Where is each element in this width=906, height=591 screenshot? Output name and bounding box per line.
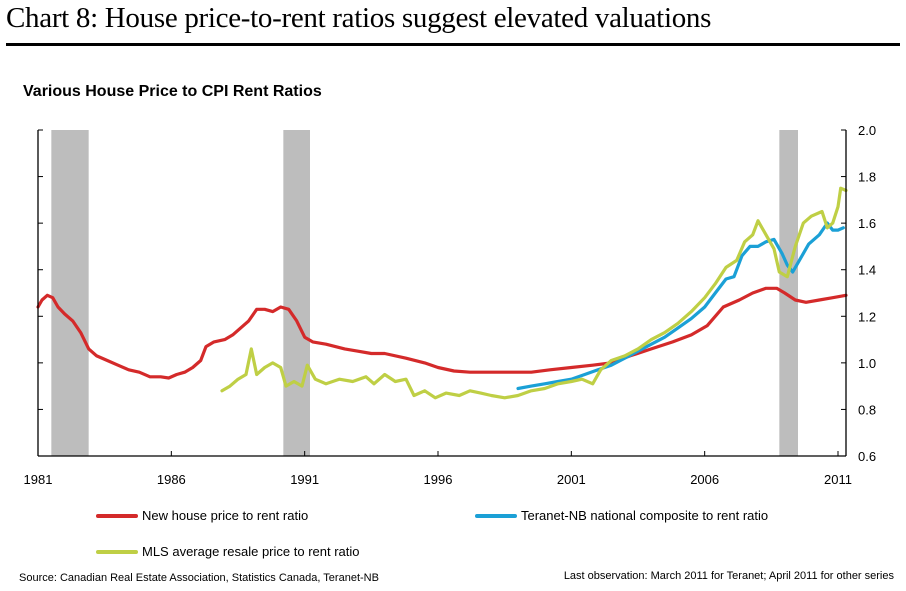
x-tick-label: 1986 xyxy=(157,472,186,487)
series-line-1 xyxy=(516,221,845,391)
series-line-0 xyxy=(36,286,848,380)
series-line-2 xyxy=(220,186,848,400)
y-tick-label: 1.4 xyxy=(858,263,876,278)
x-tick-label: 2011 xyxy=(824,472,852,487)
y-tick-label: 0.8 xyxy=(858,402,876,417)
y-tick-label: 1.8 xyxy=(858,170,876,185)
x-tick-label: 2001 xyxy=(557,472,586,487)
y-tick-label: 1.2 xyxy=(858,309,876,324)
source-note: Source: Canadian Real Estate Association… xyxy=(19,572,379,584)
legend-item-new-house: New house price to rent ratio xyxy=(96,508,308,523)
legend-swatch-red xyxy=(96,513,138,518)
page-title: Chart 8: House price-to-rent ratios sugg… xyxy=(6,2,712,34)
last-observation-note: Last observation: March 2011 for Teranet… xyxy=(563,570,894,582)
legend-swatch-blue xyxy=(475,513,517,518)
legend-label: MLS average resale price to rent ratio xyxy=(142,544,360,559)
legend-item-mls: MLS average resale price to rent ratio xyxy=(96,544,360,559)
legend-label: Teranet-NB national composite to rent ra… xyxy=(521,508,769,523)
y-tick-label: 0.6 xyxy=(858,449,876,464)
recession-bar xyxy=(779,130,798,456)
axes: 0.6 0.8 1.0 1.2 1.4 1.6 1.8 2.0 1981 1986 1991 1996… xyxy=(24,123,877,487)
legend-swatch-green xyxy=(96,549,138,554)
title-rule xyxy=(6,43,900,46)
chart-title: Various House Price to CPI Rent Ratios xyxy=(23,83,322,100)
x-tick-label: 2006 xyxy=(690,472,719,487)
y-tick-label: 2.0 xyxy=(858,123,876,138)
x-tick-label: 1996 xyxy=(424,472,453,487)
y-tick-label: 1.0 xyxy=(858,356,876,371)
recession-bar xyxy=(51,130,89,456)
x-tick-label: 1991 xyxy=(290,472,319,487)
legend-item-teranet: Teranet-NB national composite to rent ra… xyxy=(475,508,768,523)
chart-plot: 0.6 0.8 1.0 1.2 1.4 1.6 1.8 2.0 1981 1986 1991 1996… xyxy=(24,123,877,487)
recession-bar xyxy=(283,130,310,456)
x-tick-label: 1981 xyxy=(24,472,53,487)
y-tick-label: 1.6 xyxy=(858,216,876,231)
series-lines xyxy=(36,186,848,400)
recession-shading xyxy=(51,130,798,456)
legend-label: New house price to rent ratio xyxy=(142,508,309,523)
